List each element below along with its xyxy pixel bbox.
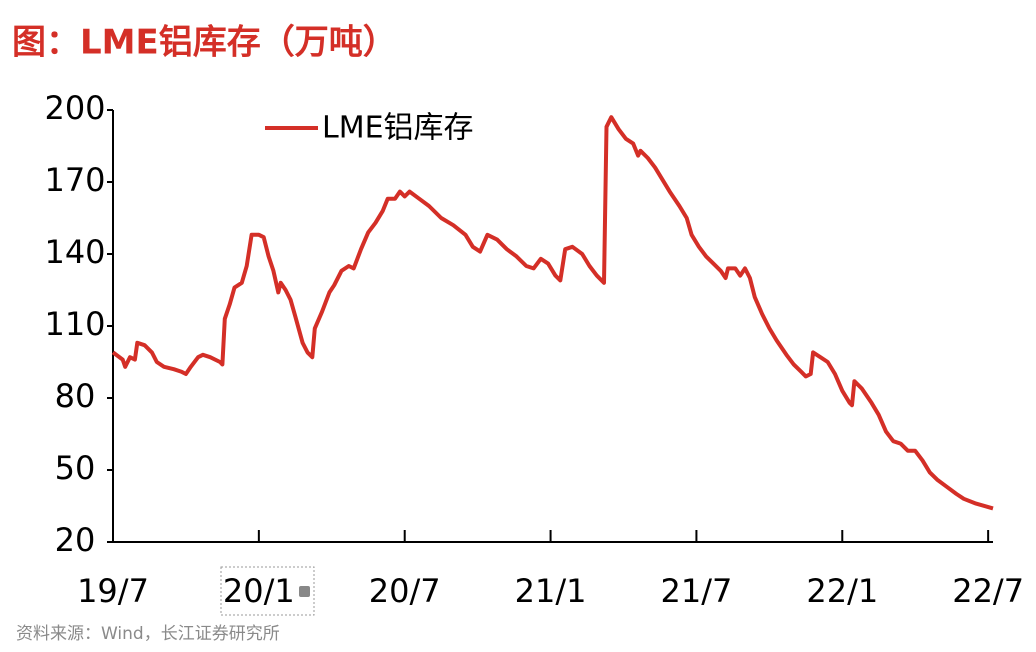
x-tick-label: 21/7 — [660, 572, 732, 610]
data-line — [111, 115, 994, 511]
x-tick-label: 19/7 — [77, 572, 149, 610]
legend-label: LME铝库存 — [322, 111, 474, 146]
y-tick-label: 110 — [44, 305, 105, 343]
selection-box — [220, 566, 315, 616]
x-tick-label: 22/7 — [952, 572, 1024, 610]
source-note: 资料来源：Wind，长江证券研究所 — [16, 624, 280, 644]
y-tick-label: 200 — [44, 89, 105, 127]
x-tick-label: 21/1 — [515, 572, 587, 610]
chart-title: 图：LME铝库存（万吨） — [12, 23, 397, 63]
y-tick-label: 80 — [55, 377, 96, 415]
x-tick-label: 22/1 — [806, 572, 878, 610]
dropdown-icon[interactable] — [299, 586, 310, 597]
y-tick-label: 20 — [55, 521, 96, 559]
x-tick-label: 20/7 — [369, 572, 441, 610]
y-tick-label: 50 — [55, 449, 96, 487]
x-tick-label: 20/1 — [223, 572, 295, 610]
y-tick-label: 140 — [44, 233, 105, 271]
y-tick-label: 170 — [44, 161, 105, 199]
